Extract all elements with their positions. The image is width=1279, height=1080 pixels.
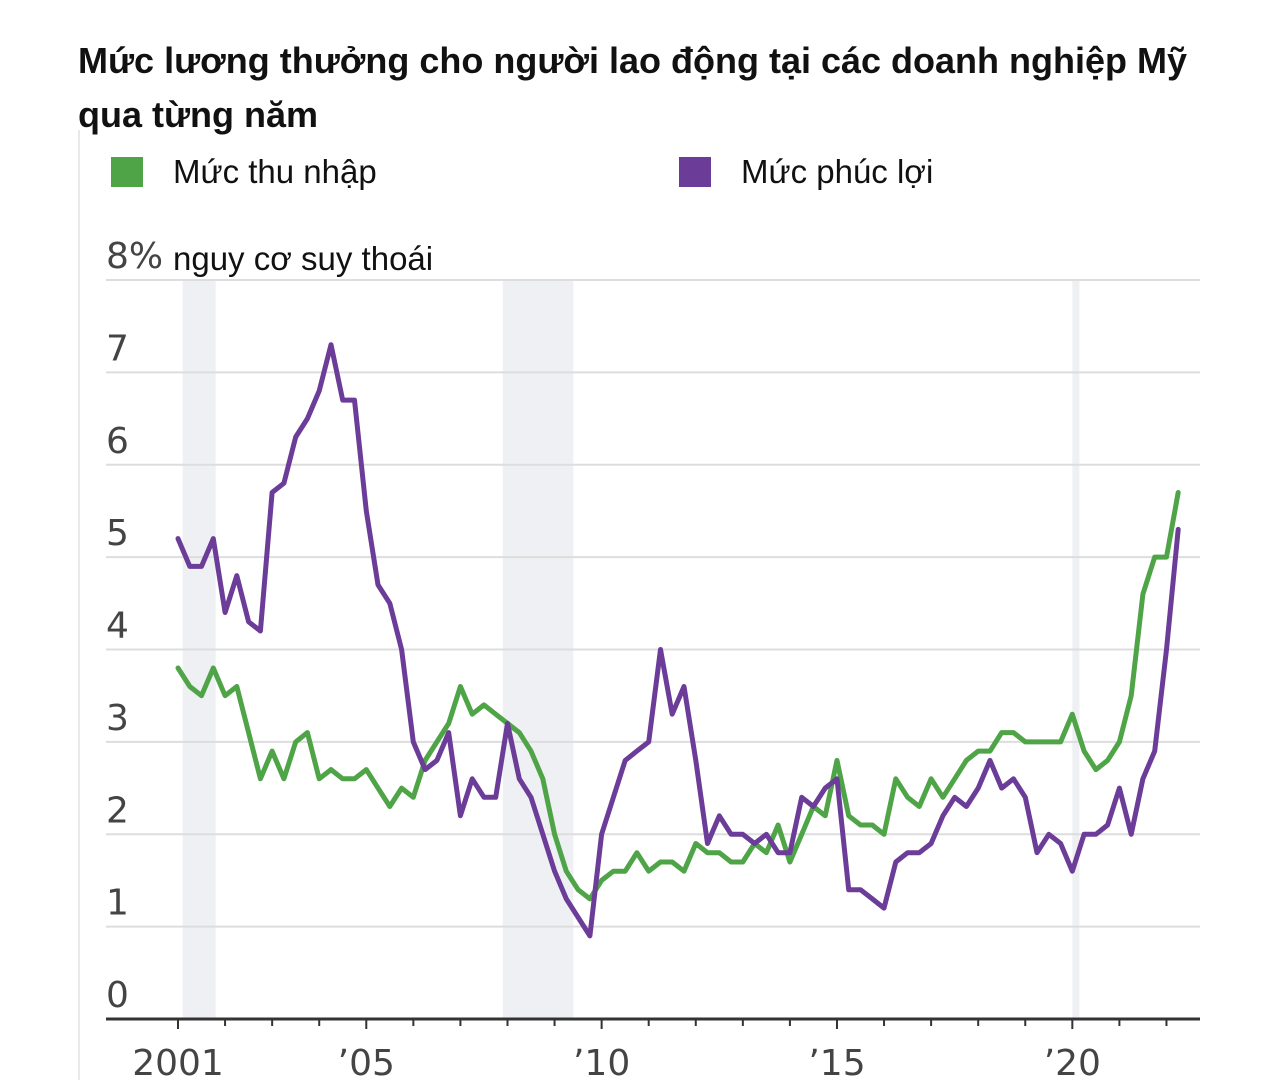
series-line-benefits — [175, 342, 1181, 939]
left-border-rule — [78, 130, 80, 1080]
y-tick-label-8: 8% — [106, 236, 163, 277]
x-tick-label-2001: 2001 — [132, 1043, 224, 1080]
recession-annotation: nguy cơ suy thoái — [173, 240, 433, 277]
y-tick-label-4: 4 — [106, 606, 129, 647]
legend-swatch-benefits — [679, 157, 711, 187]
y-tick-label-5: 5 — [106, 513, 129, 554]
y-axis-ticks: 0 1 2 3 4 5 6 7 8% — [106, 236, 163, 1016]
chart-title: Mức lương thưởng cho người lao động tại … — [78, 40, 1188, 135]
x-tick-label-2005: ’05 — [338, 1043, 395, 1080]
x-tick-label-2010: ’10 — [573, 1043, 630, 1080]
y-tick-label-2: 2 — [106, 790, 129, 831]
y-tick-label-0: 0 — [106, 975, 129, 1016]
gridlines — [106, 279, 1200, 928]
legend-swatch-earnings — [111, 157, 143, 187]
series-lines — [175, 342, 1181, 939]
x-tick-label-2020: ’20 — [1044, 1043, 1101, 1080]
legend-label-benefits: Mức phúc lợi — [741, 153, 934, 190]
y-tick-label-6: 6 — [106, 421, 129, 462]
legend-item-benefits: Mức phúc lợi — [679, 152, 933, 192]
x-axis: 2001 ’05 ’10 ’15 ’20 — [106, 1017, 1200, 1080]
x-tick-label-2015: ’15 — [808, 1043, 865, 1080]
y-tick-label-3: 3 — [106, 698, 129, 739]
y-tick-label-1: 1 — [106, 883, 129, 924]
series-line-earnings — [175, 490, 1181, 902]
legend-item-earnings: Mức thu nhập — [111, 152, 377, 192]
legend-label-earnings: Mức thu nhập — [173, 153, 377, 190]
y-tick-label-7: 7 — [106, 328, 129, 369]
